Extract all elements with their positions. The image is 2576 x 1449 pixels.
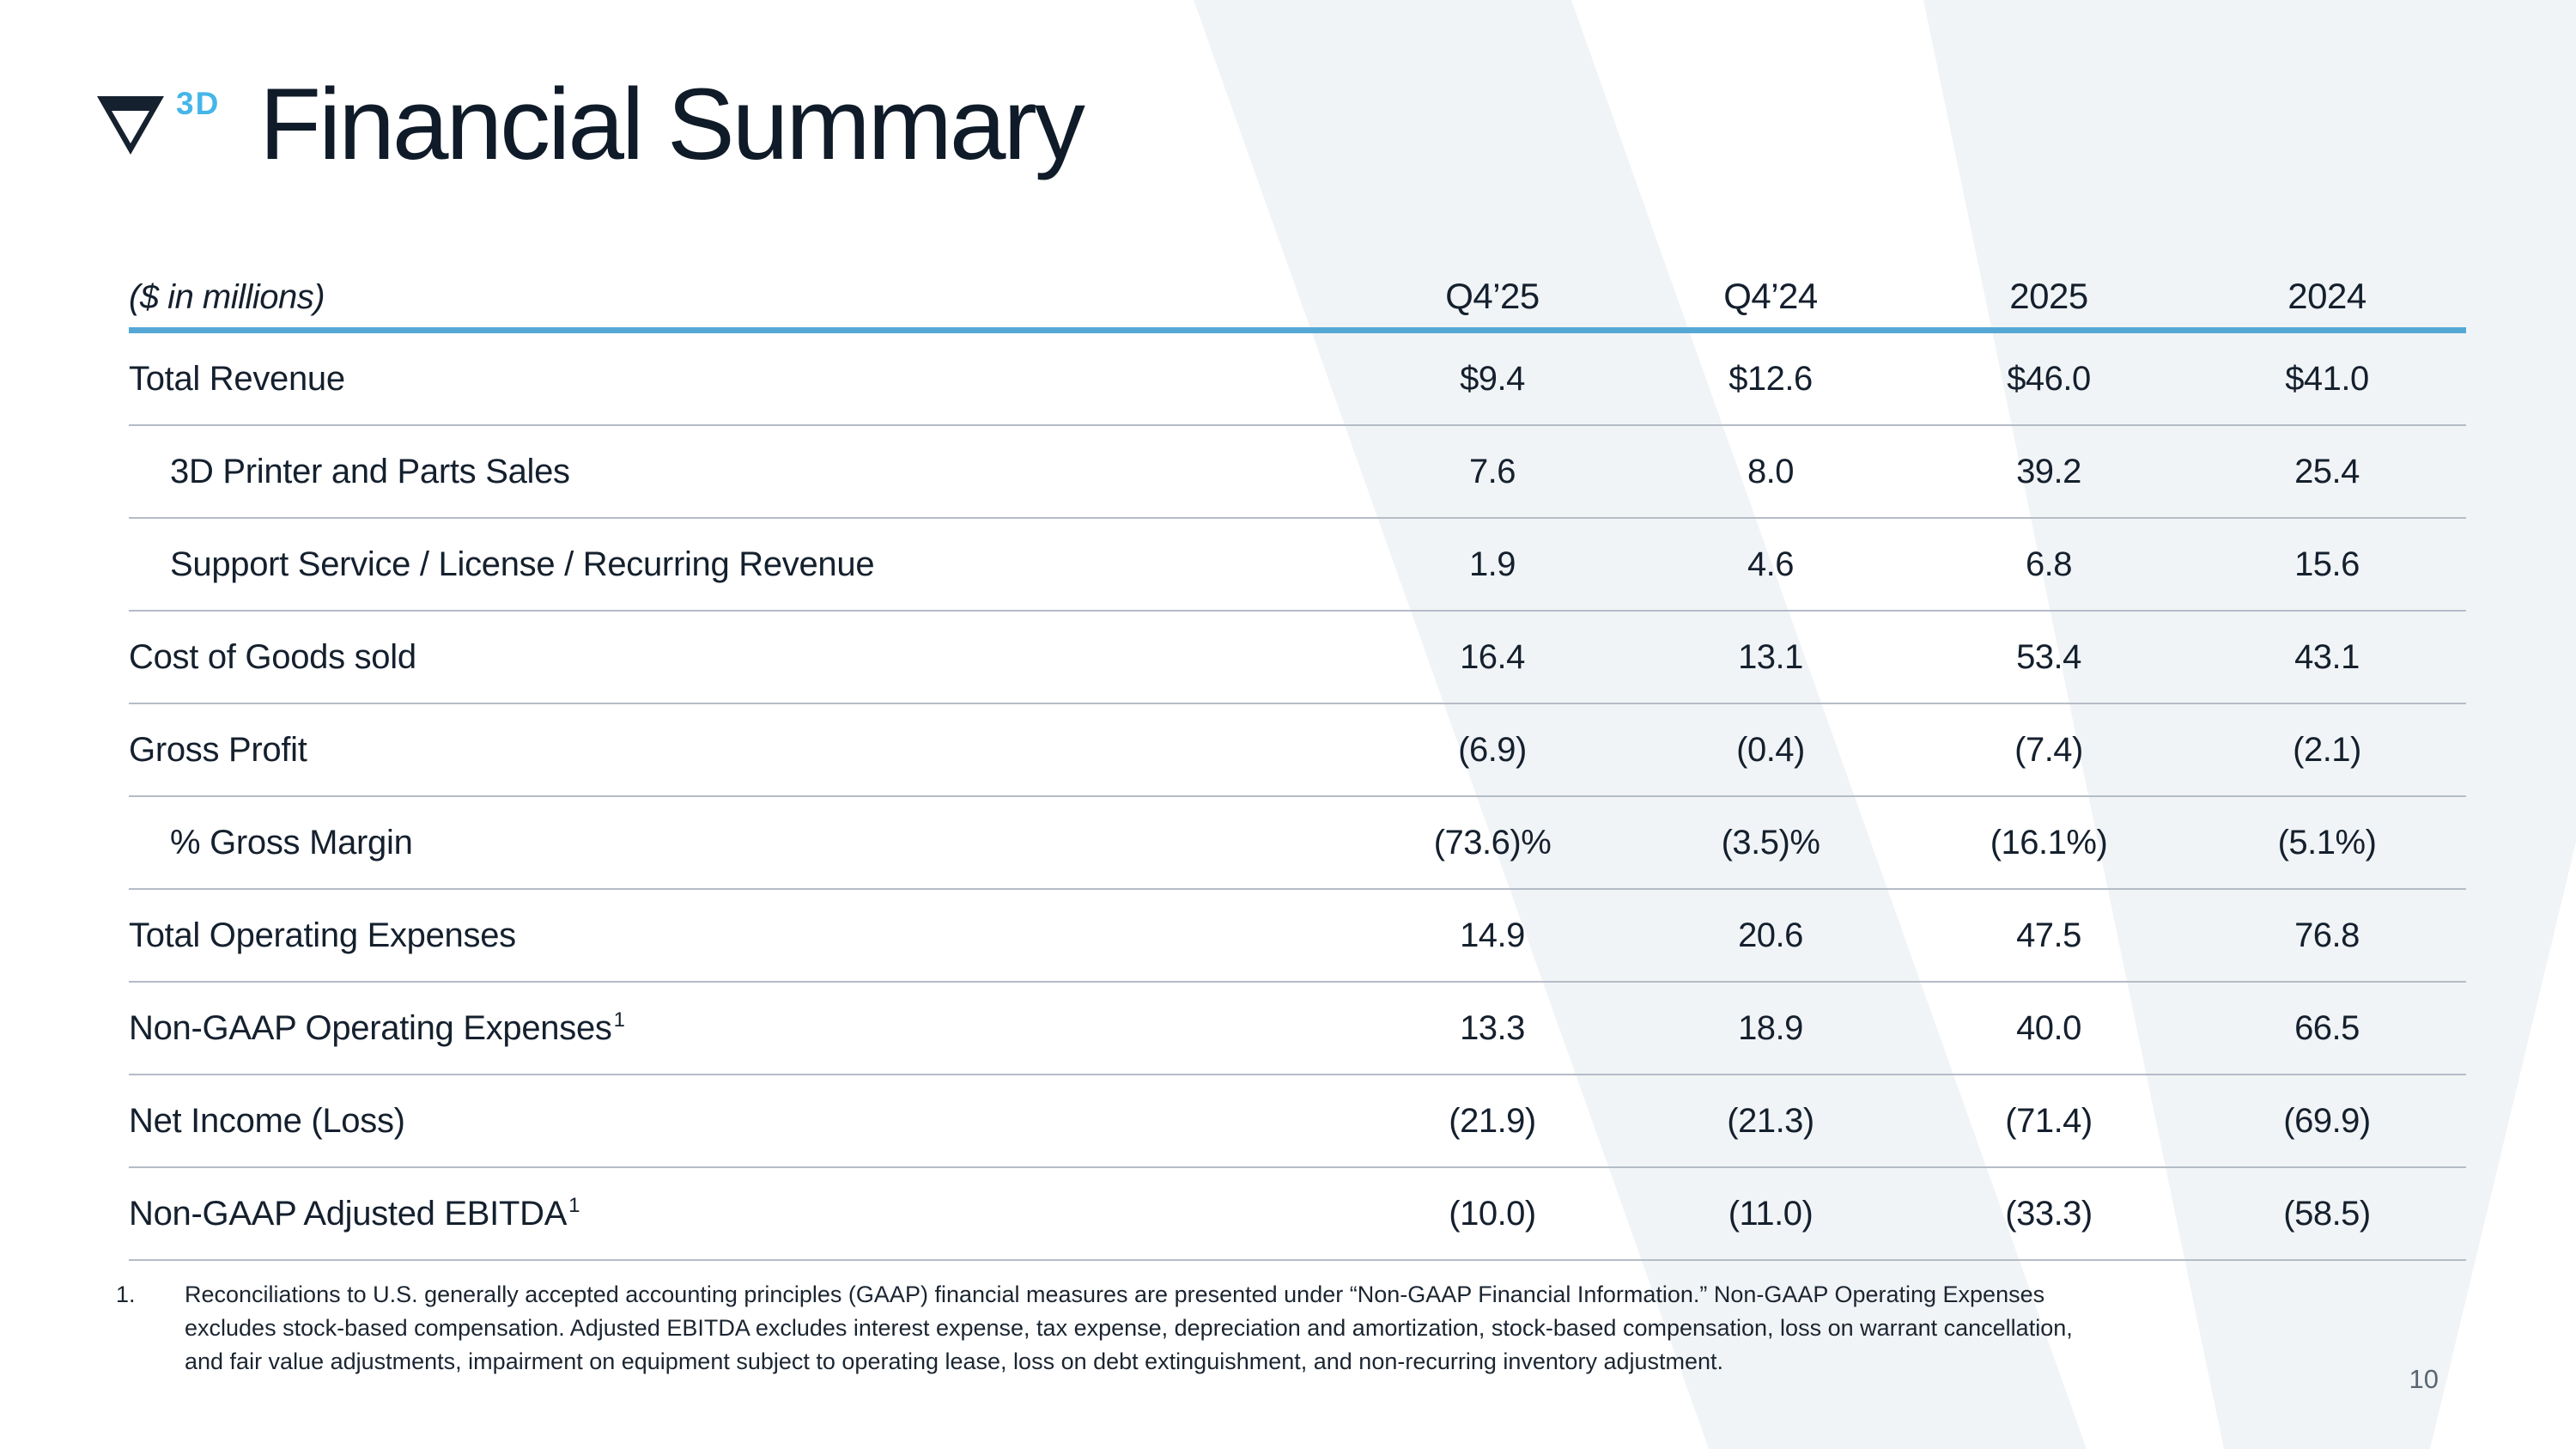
cell-value: 8.0 [1747, 452, 1795, 490]
cell-value: 1.9 [1468, 545, 1516, 583]
footnote-number: 1. [116, 1282, 136, 1307]
cell-value: (69.9) [2283, 1101, 2371, 1140]
cell-value: 16.4 [1460, 637, 1525, 676]
page-title: Financial Summary [259, 68, 1085, 181]
row-label: Total Revenue [129, 359, 345, 398]
page-number: 10 [2409, 1364, 2439, 1394]
row-label: Non-GAAP Adjusted EBITDA1 [129, 1194, 580, 1233]
cell-value: (5.1%) [2277, 823, 2377, 861]
cell-value: 76.8 [2294, 916, 2360, 954]
cell-value: 40.0 [2016, 1008, 2081, 1047]
cell-value: (10.0) [1449, 1194, 1536, 1233]
cell-value: 13.3 [1460, 1008, 1525, 1047]
cell-value: (58.5) [2283, 1194, 2371, 1233]
row-label: Gross Profit [129, 730, 307, 769]
column-header: 2025 [2009, 276, 2088, 316]
cell-value: 14.9 [1460, 916, 1525, 954]
cell-value: 39.2 [2016, 452, 2081, 490]
table-row: Non-GAAP Operating Expenses1 13.3 18.9 40.0… [129, 983, 2466, 1075]
cell-value: (21.3) [1727, 1101, 1814, 1140]
cell-value: (2.1) [2293, 730, 2361, 769]
footnote: 1. Reconciliations to U.S. generally acc… [116, 1278, 2383, 1379]
cell-value: (11.0) [1728, 1194, 1814, 1233]
footnote-line: and fair value adjustments, impairment o… [185, 1349, 1724, 1374]
units-label: ($ in millions) [129, 278, 325, 316]
footnote-reference: 1 [613, 1008, 625, 1032]
row-label: Support Service / License / Recurring Re… [170, 545, 875, 583]
cell-value: (21.9) [1449, 1101, 1536, 1140]
footnote-reference: 1 [568, 1194, 580, 1218]
cell-value: 25.4 [2294, 452, 2360, 490]
column-header: Q4’25 [1445, 276, 1540, 316]
cell-value: (71.4) [2005, 1101, 2093, 1140]
row-label: Cost of Goods sold [129, 637, 416, 676]
row-label: Net Income (Loss) [129, 1101, 405, 1140]
velo3d-logo-icon [97, 96, 164, 155]
row-label: % Gross Margin [170, 823, 413, 861]
cell-value: (73.6)% [1433, 823, 1552, 861]
cell-value: $12.6 [1728, 359, 1813, 398]
row-label: 3D Printer and Parts Sales [170, 452, 570, 490]
table-row: Non-GAAP Adjusted EBITDA1 (10.0) (11.0) (33… [129, 1168, 2466, 1261]
row-label: Total Operating Expenses [129, 916, 516, 954]
cell-value: 6.8 [2025, 545, 2073, 583]
cell-value: (7.4) [2014, 730, 2083, 769]
cell-value: 13.1 [1738, 637, 1803, 676]
cell-value: (0.4) [1736, 730, 1805, 769]
cell-value: $46.0 [2007, 359, 2091, 398]
table-header-row: ($ in millions) Q4’25 Q4’24 2025 2024 [129, 253, 2466, 333]
cell-value: (6.9) [1458, 730, 1527, 769]
row-label: Non-GAAP Operating Expenses1 [129, 1008, 625, 1047]
cell-value: 15.6 [2294, 545, 2360, 583]
table-row: Total Revenue $9.4 $12.6 $46.0 $41.0 [129, 333, 2466, 426]
table-row: Gross Profit (6.9) (0.4) (7.4) (2.1) [129, 704, 2466, 797]
table-row: Net Income (Loss) (21.9) (21.3) (71.4) (69.9… [129, 1075, 2466, 1168]
footnote-text: Reconciliations to U.S. generally accept… [185, 1278, 2383, 1379]
cell-value: $41.0 [2285, 359, 2369, 398]
cell-value: (16.1%) [1990, 823, 2108, 861]
cell-value: 43.1 [2294, 637, 2360, 676]
watermark-right-stroke [1923, 0, 2576, 1449]
column-header: 2024 [2287, 276, 2366, 316]
logo-3d-text: 3D [176, 86, 221, 121]
watermark-left-stroke [1194, 0, 2087, 1449]
cell-value: 53.4 [2016, 637, 2081, 676]
financial-summary-table: ($ in millions) Q4’25 Q4’24 2025 2024 Total… [129, 253, 2466, 1261]
column-header: Q4’24 [1723, 276, 1818, 316]
cell-value: 4.6 [1747, 545, 1795, 583]
table-row: Total Operating Expenses 14.9 20.6 47.5 76.8 [129, 890, 2466, 983]
footnote-line: excludes stock-based compensation. Adjus… [185, 1315, 2073, 1341]
cell-value: 66.5 [2294, 1008, 2360, 1047]
table-row: Support Service / License / Recurring Re… [129, 519, 2466, 612]
table-row: % Gross Margin (73.6)% (3.5)% (16.1%) (5.1%) [129, 797, 2466, 890]
table-row: 3D Printer and Parts Sales 7.6 8.0 39.2 25.4 [129, 426, 2466, 519]
cell-value: 7.6 [1468, 452, 1516, 490]
cell-value: 20.6 [1738, 916, 1803, 954]
cell-value: $9.4 [1460, 359, 1525, 398]
cell-value: 18.9 [1738, 1008, 1803, 1047]
cell-value: (33.3) [2005, 1194, 2093, 1233]
cell-value: (3.5)% [1721, 823, 1820, 861]
footnote-line: Reconciliations to U.S. generally accept… [185, 1282, 2045, 1307]
table-row: Cost of Goods sold 16.4 13.1 53.4 43.1 [129, 612, 2466, 704]
cell-value: 47.5 [2016, 916, 2081, 954]
